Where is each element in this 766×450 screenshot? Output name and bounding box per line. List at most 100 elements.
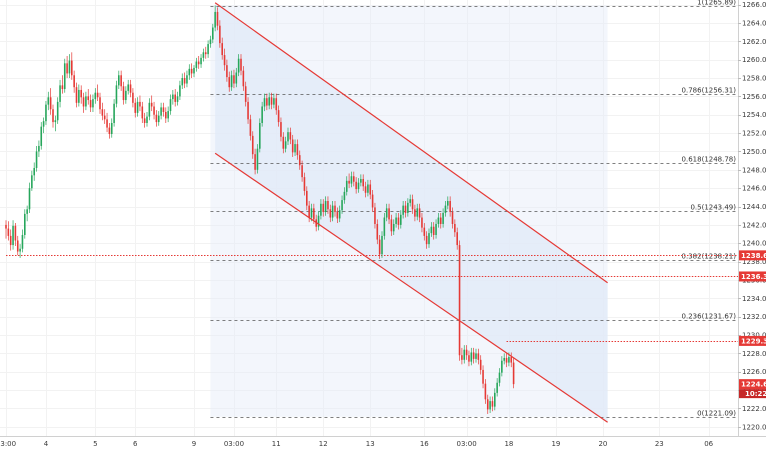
- candle: [327, 196, 329, 214]
- candle-body: [508, 357, 510, 363]
- candle-body: [188, 68, 191, 76]
- candle-body: [486, 399, 489, 410]
- fib-level-label: 0(1221.09): [697, 410, 736, 418]
- y-tick-label: 1240.00: [742, 240, 766, 248]
- candle: [414, 204, 416, 222]
- candle: [477, 348, 480, 365]
- candle: [240, 54, 242, 76]
- price-line-tag-bg: [739, 250, 766, 261]
- candle-body: [465, 349, 468, 356]
- candle-body: [242, 70, 245, 87]
- candle-body: [49, 97, 52, 110]
- x-axis[interactable]: 03:00 4 5 6 9 03:00 11 12 13 16 03:00 18 19 20 23 06: [0, 440, 714, 448]
- candle: [221, 37, 223, 60]
- candle-body: [143, 118, 146, 123]
- candle: [193, 65, 195, 78]
- candle-body: [409, 199, 411, 203]
- candle-body: [94, 92, 97, 100]
- candle: [320, 199, 322, 220]
- channel-lines[interactable]: [214, 2, 608, 423]
- candle: [381, 231, 383, 258]
- channel-area: [215, 2, 608, 423]
- candle: [369, 179, 372, 200]
- candle: [40, 122, 43, 150]
- candle-body: [28, 188, 31, 210]
- candle-body: [447, 201, 449, 206]
- candle-body: [291, 139, 294, 153]
- candle-body: [35, 151, 38, 168]
- candle-body: [176, 96, 179, 102]
- candle-body: [61, 85, 64, 90]
- candle-body: [75, 87, 78, 103]
- candle-body: [5, 224, 7, 229]
- candle: [350, 171, 353, 188]
- candle: [362, 174, 364, 191]
- candle-body: [54, 120, 57, 123]
- candle-body: [233, 75, 235, 84]
- candle: [47, 91, 50, 111]
- candle: [235, 67, 238, 88]
- candle-body: [451, 212, 454, 224]
- candle-body: [418, 208, 421, 218]
- y-tick-label: 1220.00: [742, 423, 766, 431]
- candle: [482, 365, 484, 389]
- candle: [456, 227, 458, 250]
- candle: [505, 353, 508, 368]
- fibonacci-retracement[interactable]: 1(1265.89) 0.786(1256.31) 0.618(1248.78) 0.…: [210, 0, 738, 418]
- candle: [45, 100, 47, 125]
- x-tick-label: 4: [44, 440, 49, 448]
- fib-level-label: 0.618(1248.78): [682, 156, 737, 164]
- candle-body: [350, 176, 353, 184]
- y-tick-label: 1256.00: [742, 93, 766, 101]
- candle-body: [221, 43, 223, 56]
- channel-lower-line[interactable]: [214, 152, 608, 423]
- candle-body: [334, 205, 336, 213]
- candle-body: [56, 101, 59, 121]
- candles: [5, 5, 515, 414]
- candle: [494, 388, 496, 411]
- candle: [341, 195, 343, 214]
- candle-body: [470, 352, 473, 362]
- candle-body: [482, 369, 484, 384]
- candle-body: [68, 60, 71, 74]
- y-tick-label: 1234.00: [742, 295, 766, 303]
- candle-body: [251, 135, 254, 155]
- candle: [512, 357, 515, 389]
- y-tick-label: 1244.00: [742, 203, 766, 211]
- candle-body: [12, 225, 14, 246]
- candle-body: [230, 75, 233, 88]
- candle: [233, 69, 235, 89]
- candle: [463, 345, 466, 364]
- candle: [468, 350, 470, 367]
- candle-body: [477, 353, 480, 360]
- candle: [188, 64, 191, 80]
- candle-body: [329, 209, 332, 218]
- candle-body: [322, 203, 325, 213]
- candle-body: [26, 209, 28, 214]
- channel-upper-line[interactable]: [214, 2, 608, 284]
- candle: [183, 72, 186, 89]
- candle: [400, 210, 402, 229]
- candle-body: [294, 144, 296, 153]
- candle: [418, 203, 421, 223]
- candle-body: [71, 60, 73, 76]
- candle-body: [110, 122, 113, 135]
- candle-body: [416, 208, 419, 217]
- candle-body: [174, 94, 176, 102]
- candle: [214, 5, 216, 32]
- candle: [472, 347, 475, 364]
- candle-body: [78, 89, 80, 103]
- candle: [75, 82, 78, 108]
- candle-body: [31, 175, 33, 189]
- candle: [331, 201, 334, 222]
- price-line-tag-bg: [739, 335, 766, 346]
- candle-body: [63, 63, 66, 90]
- candle: [374, 202, 376, 229]
- candle: [167, 106, 169, 123]
- candle: [153, 101, 155, 120]
- candle: [31, 170, 33, 191]
- candle: [353, 171, 355, 187]
- candle: [71, 52, 73, 80]
- x-tick-label: 6: [133, 440, 138, 448]
